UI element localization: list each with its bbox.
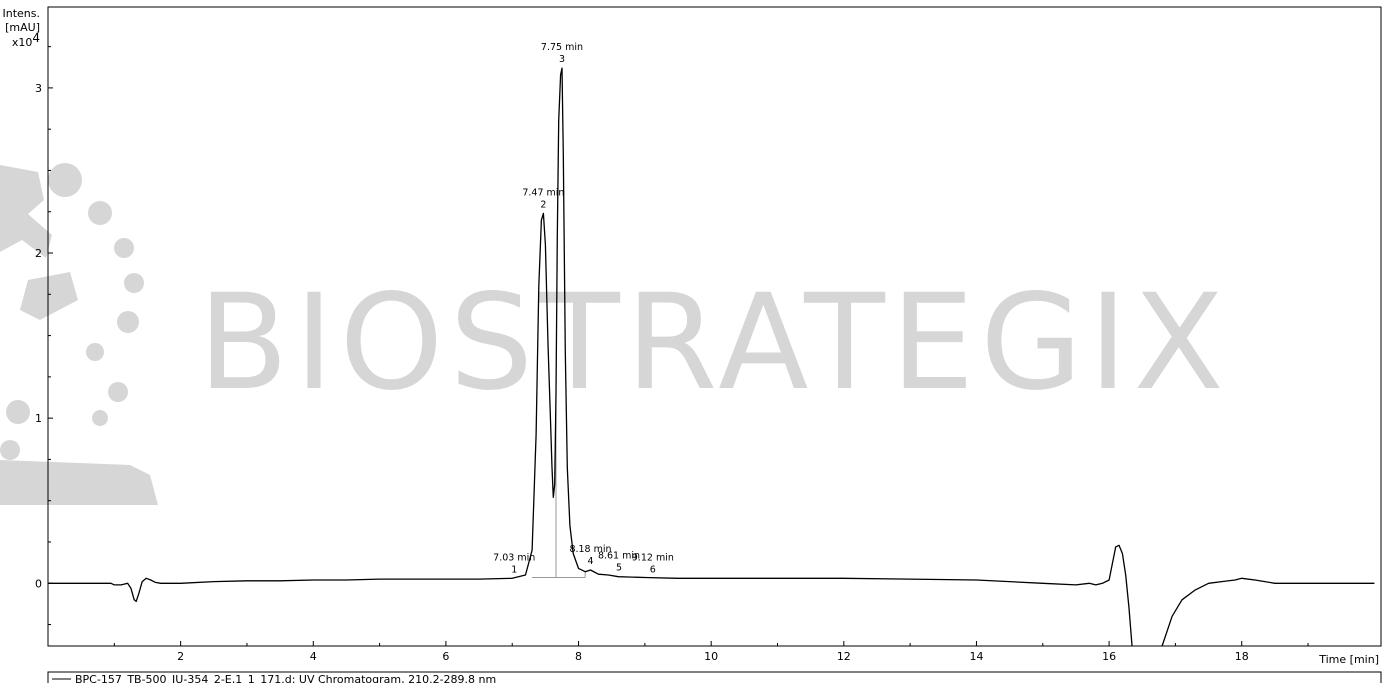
x-tick-label: 4 [310, 650, 317, 663]
peak-number-label: 1 [511, 564, 517, 575]
peak-time-label: 8.61 min [598, 551, 640, 562]
x-tick-label: 8 [575, 650, 582, 663]
series-traces [48, 67, 1375, 646]
y-tick-label: 2 [35, 247, 42, 260]
x-tick-label: 14 [969, 650, 983, 663]
x-tick-label: 10 [704, 650, 718, 663]
chess-knight-logo [0, 163, 158, 505]
x-axis-title: Time [min] [1318, 653, 1379, 666]
peak-time-label: 9.12 min [632, 552, 674, 563]
series-line [48, 67, 1375, 646]
peak-number-label: 4 [587, 556, 593, 567]
peak-number-label: 5 [616, 563, 622, 574]
watermark: BIOSTRATEGIX [0, 163, 1230, 505]
x-tick-label: 16 [1102, 650, 1116, 663]
peak-number-label: 6 [650, 564, 656, 575]
plot-frame [47, 6, 1382, 647]
x-tick-label: 6 [442, 650, 449, 663]
peak-time-label: 7.75 min [541, 42, 583, 53]
peak-number-label: 2 [540, 199, 546, 210]
watermark-text: BIOSTRATEGIX [198, 266, 1230, 420]
y-axis-multiplier: x104 [12, 31, 40, 49]
x-tick-label: 12 [837, 650, 851, 663]
x-tick-label: 18 [1235, 650, 1249, 663]
x-tick-label: 2 [177, 650, 184, 663]
y-axis-multiplier-base: x10 [12, 36, 33, 49]
y-axis-title-line1: Intens. [3, 7, 41, 20]
y-axis-multiplier-exponent: 4 [32, 31, 40, 45]
y-tick-label: 0 [35, 577, 42, 590]
peak-time-label: 7.03 min [493, 552, 535, 563]
peak-time-label: 8.18 min [569, 544, 611, 555]
peak-time-label: 7.47 min [522, 187, 564, 198]
legend-label: BPC-157_TB-500_JU-354_2-E,1_1_171.d: UV … [75, 673, 496, 683]
y-axis-title-line2: [mAU] [5, 21, 40, 34]
y-tick-label: 3 [35, 82, 42, 95]
y-tick-label: 1 [35, 412, 42, 425]
peak-number-label: 3 [559, 54, 565, 65]
